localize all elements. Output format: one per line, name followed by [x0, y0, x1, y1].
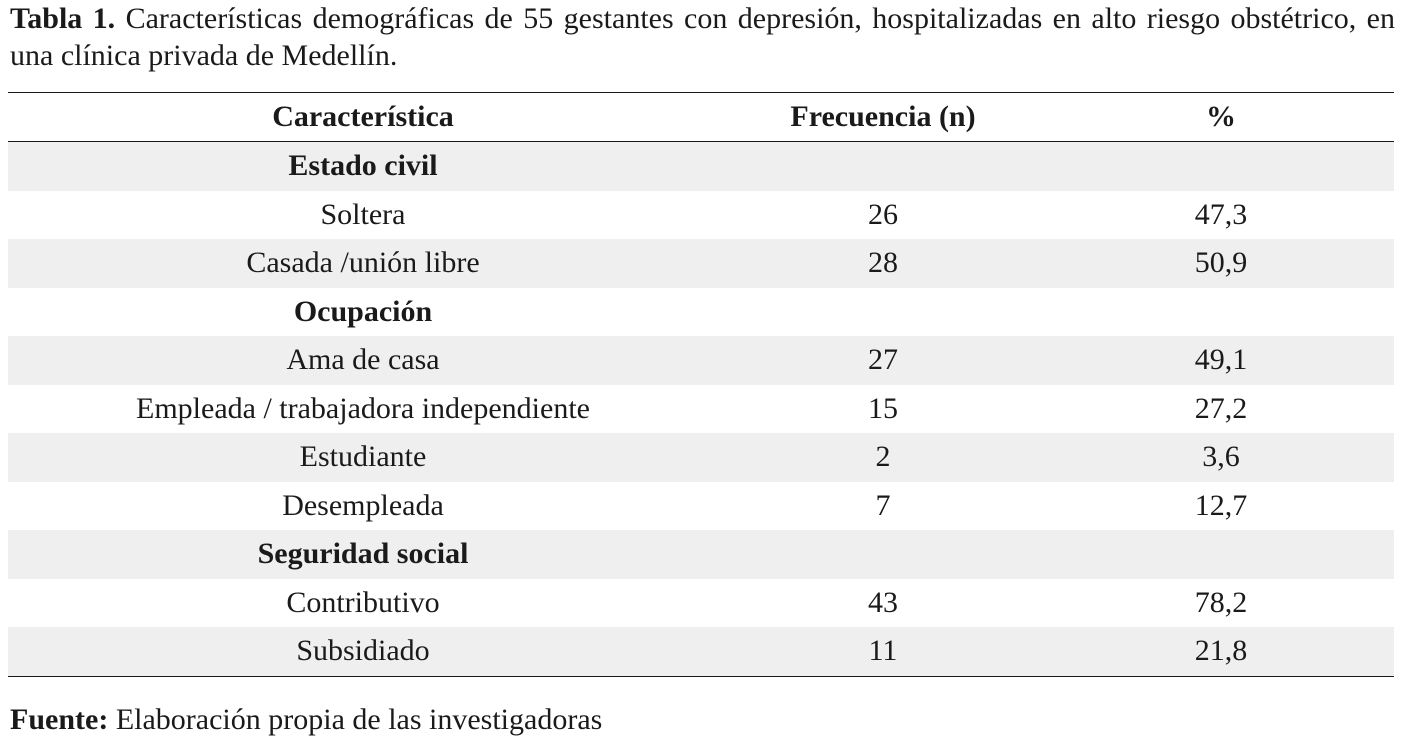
cell-pct: 27,2 [1194, 391, 1248, 425]
cell-pct: 47,3 [1194, 197, 1248, 231]
group-label: Ocupación [293, 294, 433, 328]
cell-pct: 50,9 [1194, 246, 1248, 280]
table-header-row: Característica Frecuencia (n) % [8, 93, 1394, 142]
cell-pct: 49,1 [1194, 343, 1248, 377]
table-row: Empleada / trabajadora independiente 15 … [8, 385, 1394, 434]
group-row-seguridad-social: Seguridad social [8, 530, 1394, 579]
group-row-estado-civil: Estado civil [8, 142, 1394, 191]
cell-pct: 12,7 [1194, 488, 1248, 522]
row-label: Subsidiado [296, 634, 430, 668]
cell-pct: 3,6 [1202, 440, 1240, 474]
table-source: Fuente: Elaboración propia de las invest… [10, 701, 602, 738]
group-row-ocupacion: Ocupación [8, 288, 1394, 337]
cell-n: 43 [868, 585, 898, 619]
cell-n: 2 [875, 440, 891, 474]
row-label: Soltera [320, 197, 406, 231]
table-row: Casada /unión libre 28 50,9 [8, 239, 1394, 288]
table-row: Desempleada 7 12,7 [8, 482, 1394, 531]
cell-n: 7 [875, 488, 891, 522]
table-row: Contributivo 43 78,2 [8, 579, 1394, 628]
row-label: Desempleada [282, 488, 444, 522]
cell-n: 11 [868, 634, 898, 668]
group-label: Estado civil [288, 149, 438, 183]
table-row: Ama de casa 27 49,1 [8, 336, 1394, 385]
row-label: Contributivo [286, 585, 440, 619]
row-label: Empleada / trabajadora independiente [136, 391, 590, 425]
header-porcentaje: % [1206, 100, 1236, 133]
row-label: Ama de casa [286, 343, 440, 377]
source-text: Elaboración propia de las investigadoras [115, 703, 603, 736]
caption-label: Tabla 1. [10, 2, 116, 35]
cell-n: 28 [868, 246, 898, 280]
cell-n: 15 [868, 391, 898, 425]
header-caracteristica: Característica [272, 100, 454, 133]
source-label: Fuente: [10, 703, 109, 736]
row-label: Estudiante [299, 440, 427, 474]
cell-n: 26 [868, 197, 898, 231]
cell-pct: 78,2 [1194, 585, 1248, 619]
table-row: Soltera 26 47,3 [8, 191, 1394, 240]
table-row: Estudiante 2 3,6 [8, 433, 1394, 482]
cell-pct: 21,8 [1194, 634, 1248, 668]
demographics-table: Característica Frecuencia (n) % Estado c… [8, 92, 1394, 677]
row-label: Casada /unión libre [246, 246, 480, 280]
table-row: Subsidiado 11 21,8 [8, 627, 1394, 676]
header-frecuencia: Frecuencia (n) [790, 100, 976, 133]
group-label: Seguridad social [257, 537, 469, 571]
table-caption: Tabla 1. Características demográficas de… [10, 0, 1395, 74]
caption-text: Características demográficas de 55 gesta… [10, 2, 1395, 72]
cell-n: 27 [868, 343, 898, 377]
